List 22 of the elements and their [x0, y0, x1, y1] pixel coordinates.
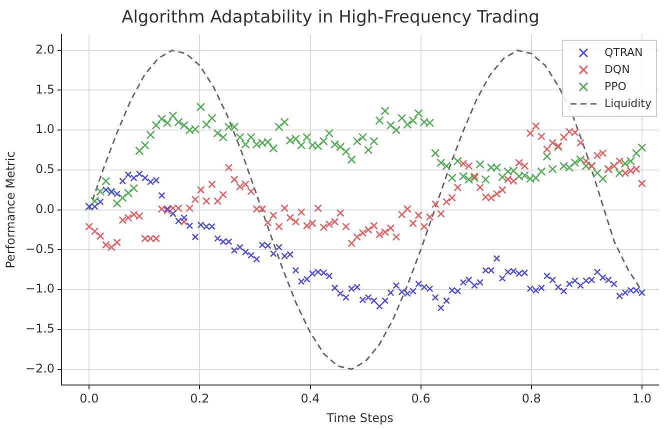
x-tick-label: 0.2	[190, 392, 210, 406]
legend-label: QTRAN	[604, 46, 643, 59]
y-tick-label: −1.5	[25, 322, 55, 336]
y-tick-label: −2.0	[25, 361, 55, 376]
y-tick-label: 0.0	[35, 202, 55, 216]
legend-label: Liquidity	[604, 96, 652, 110]
y-tick-label: −1.0	[25, 282, 55, 296]
x-tick-label: 0.4	[300, 392, 320, 406]
x-tick-label: 0.8	[522, 392, 541, 406]
legend-label: PPO	[604, 80, 627, 93]
y-tick-label: −0.5	[25, 242, 55, 256]
x-tick-label: 0.0	[80, 392, 99, 406]
y-tick-label: 2.0	[35, 42, 55, 56]
x-tick-label: 1.0	[632, 392, 652, 406]
x-axis-title: Time Steps	[326, 410, 394, 425]
y-tick-label: 1.0	[35, 122, 55, 136]
y-axis-title: Performance Metric	[3, 151, 18, 268]
y-tick-label: 1.5	[35, 82, 55, 96]
legend-label: DQN	[604, 62, 630, 76]
y-tick-label: 0.5	[35, 162, 55, 176]
chart-title: Algorithm Adaptability in High-Frequency Trading	[122, 8, 540, 28]
x-tick-label: 0.6	[411, 392, 430, 406]
